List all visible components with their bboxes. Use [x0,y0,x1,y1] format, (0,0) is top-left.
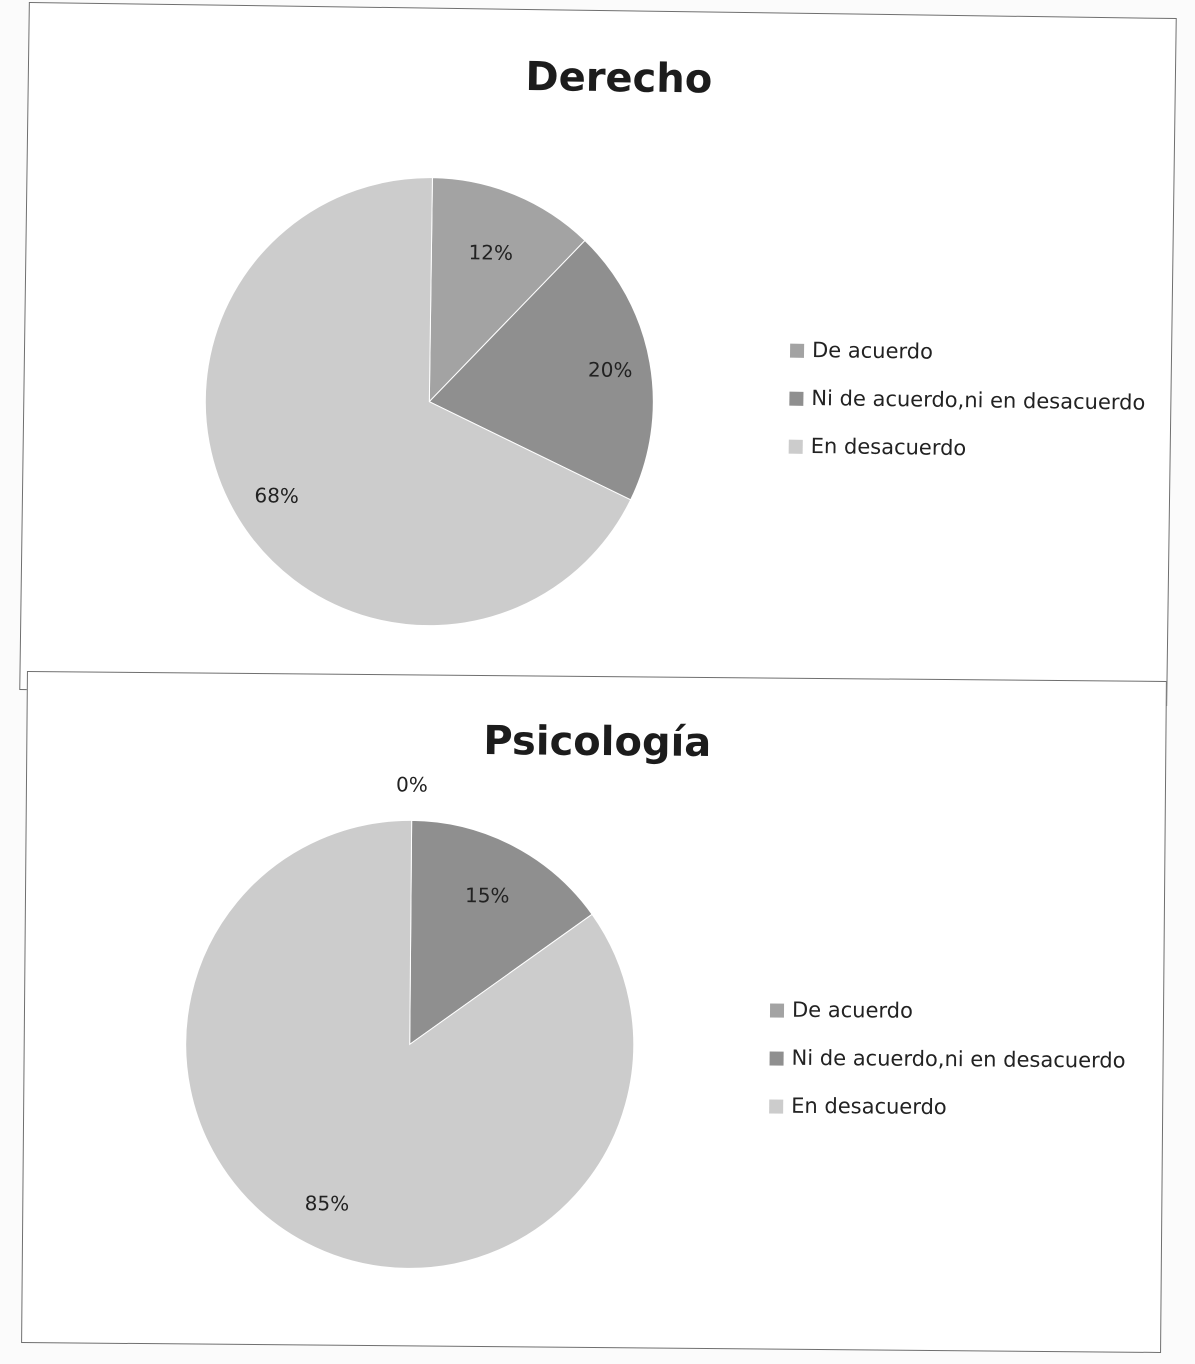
slice-de-acuerdo [428,177,586,403]
slice-label-de-acuerdo: 0% [396,772,428,796]
legend-label-ni-de-acuerdo: Ni de acuerdo,ni en desacuerdo [792,1046,1126,1073]
legend-label-de-acuerdo: De acuerdo [792,998,913,1023]
slice-label-de-acuerdo: 12% [468,240,513,265]
slice-label-ni-de-acuerdo: 15% [465,883,510,907]
legend-swatch-ni-de-acuerdo [769,1051,784,1066]
chart-panel-psicologia: Psicología 0% 15% 85% De acuerdo Ni de a… [21,671,1167,1353]
chart-title: Derecho [525,54,712,103]
legend: De acuerdo Ni de acuerdo,ni en desacuerd… [769,998,1126,1119]
legend-label-ni-de-acuerdo: Ni de acuerdo,ni en desacuerdo [811,386,1145,415]
legend-swatch-en-desacuerdo [769,1099,784,1114]
slice-label-en-desacuerdo: 85% [305,1191,350,1215]
legend-swatch-en-desacuerdo [788,439,803,454]
chart-title: Psicología [483,718,711,766]
legend-swatch-de-acuerdo [789,343,805,358]
slice-label-ni-de-acuerdo: 20% [588,357,633,382]
legend-label-de-acuerdo: De acuerdo [812,338,933,364]
slice-labels: 0% 15% 85% [305,772,510,1215]
slice-label-en-desacuerdo: 68% [254,483,299,508]
slice-ni-de-acuerdo [409,819,593,1046]
slice-en-desacuerdo [185,819,635,1269]
legend-swatch-ni-de-acuerdo [789,391,804,406]
pie-chart-psicologia: Psicología 0% 15% 85% De acuerdo Ni de a… [185,718,1126,1269]
pie-slices [204,177,654,627]
legend-swatch-de-acuerdo [769,1003,785,1018]
legend-label-en-desacuerdo: En desacuerdo [791,1094,947,1119]
legend: De acuerdo Ni de acuerdo,ni en desacuerd… [788,338,1145,460]
pie-slices [185,819,635,1269]
slice-labels: 12% 20% 68% [254,240,633,508]
legend-label-en-desacuerdo: En desacuerdo [811,434,967,460]
slice-en-desacuerdo [204,177,632,627]
pie-chart-derecho: Derecho 12% 20% 68% De acuerdo Ni de acu… [204,54,1145,627]
slice-ni-de-acuerdo [428,239,654,501]
chart-panel-derecho: Derecho 12% 20% 68% De acuerdo Ni de acu… [19,2,1177,706]
